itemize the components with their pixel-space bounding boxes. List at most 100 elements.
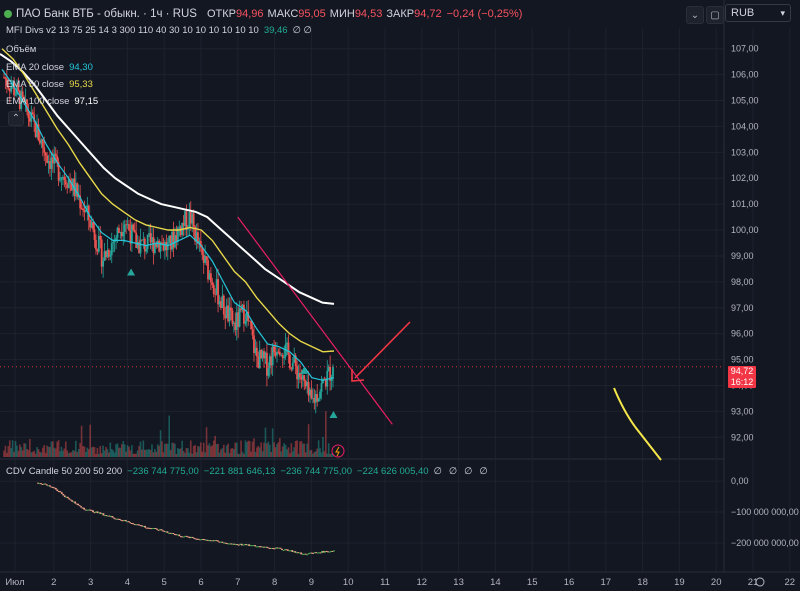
candle-body: [179, 226, 182, 236]
candle-body: [192, 213, 195, 227]
candle-body: [274, 352, 277, 356]
volume-bar: [172, 442, 175, 457]
cdv-candle: [215, 540, 218, 542]
cdv-value-2: −221 881 646,13: [203, 466, 276, 477]
candle-body: [291, 362, 294, 370]
volume-bar: [46, 445, 48, 457]
candle-body: [161, 242, 163, 244]
volume-bar: [54, 448, 57, 457]
volume-bar: [171, 442, 173, 457]
candle-body: [286, 342, 288, 345]
candle-body: [66, 184, 69, 189]
volume-bar: [158, 445, 160, 457]
cdv-candle: [185, 535, 188, 537]
cdv-candle: [126, 521, 129, 523]
cdv-candle: [266, 546, 268, 548]
cdv-candle: [43, 483, 45, 485]
candle-body: [267, 368, 270, 376]
volume-bar: [161, 441, 163, 457]
collapse-legend-icon[interactable]: ⌃: [8, 111, 24, 126]
candle-body: [280, 354, 283, 356]
candle-body: [118, 227, 120, 233]
cdv-candle: [105, 515, 108, 517]
volume-bar: [105, 447, 107, 457]
time-tick-label: 21: [748, 577, 759, 588]
price-tick-label: 106,00: [731, 70, 759, 80]
volume-bar: [36, 447, 38, 457]
cdv-candle: [87, 509, 90, 511]
candle-body: [329, 366, 332, 381]
candle-body: [51, 157, 54, 164]
ema20-label: EMA 20 close: [6, 62, 65, 73]
volume-bar: [27, 450, 30, 457]
candle-body: [165, 242, 168, 251]
candle-body: [310, 389, 313, 399]
cdv-candle: [59, 491, 62, 493]
mfi-legend[interactable]: MFI Divs v2 13 75 25 14 3 300 110 40 30 …: [6, 25, 317, 36]
volume-bar: [20, 447, 23, 457]
candle-body: [99, 235, 102, 240]
candle-body: [37, 124, 40, 141]
candle-body: [46, 155, 49, 164]
candle-body: [110, 243, 113, 256]
volume-bar: [231, 448, 234, 457]
collapse-icon[interactable]: ⌄: [686, 6, 704, 24]
ema100-legend[interactable]: EMA 100 close 97,15: [6, 96, 98, 107]
candle-body: [202, 254, 205, 263]
candle-body: [209, 273, 212, 283]
volume-bar: [330, 453, 333, 457]
time-tick-label: 11: [380, 577, 390, 588]
candle-body: [273, 346, 275, 353]
cdv-candle: [78, 505, 81, 507]
candle-body: [276, 351, 278, 356]
candle-body: [27, 111, 30, 119]
cdv-candle: [263, 546, 265, 548]
candle-body: [201, 247, 204, 255]
candle-body: [263, 351, 265, 359]
mfi-label: MFI Divs v2 13 75 25 14 3 300 110 40 30 …: [6, 25, 259, 36]
symbol-info[interactable]: ПАО Банк ВТБ - обыкн. · 1ч · RUS: [4, 8, 203, 20]
cdv-candle: [325, 550, 328, 552]
cdv-candle: [196, 538, 199, 540]
cdv-tick-label: 0,00: [731, 476, 749, 486]
candle-body: [3, 77, 5, 79]
cdv-candle: [99, 512, 102, 514]
buy-signal-triangle: [329, 410, 338, 418]
cdv-candle: [159, 529, 161, 531]
candle-body: [130, 224, 133, 244]
candle-body: [97, 235, 100, 252]
volume-bar: [26, 448, 28, 457]
chart-header: ПАО Банк ВТБ - обыкн. · 1ч · RUS ОТКР 94…: [0, 0, 720, 28]
candle-body: [309, 389, 311, 396]
candle-body: [115, 237, 117, 241]
cdv-candle: [81, 507, 84, 509]
cdv-candle: [284, 549, 286, 551]
candle-body: [139, 239, 142, 254]
cdv-candle: [224, 542, 227, 544]
currency-select[interactable]: RUB ▾: [725, 4, 791, 22]
candle-body: [7, 85, 10, 89]
price-tick-label: 93,00: [731, 406, 754, 416]
volume-bar: [31, 451, 34, 457]
volume-legend[interactable]: Объём: [6, 44, 41, 55]
volume-bar: [264, 427, 267, 457]
candle-body: [250, 320, 253, 330]
cdv-candle: [258, 546, 261, 548]
volume-bar: [70, 452, 73, 457]
settings-icon: [755, 577, 765, 587]
volume-bar: [34, 453, 37, 457]
cdv-candle: [243, 544, 246, 546]
volume-bar: [8, 440, 11, 457]
candle-body: [316, 394, 319, 402]
cdv-candle: [188, 536, 191, 539]
ema20-legend[interactable]: EMA 20 close 94,30: [6, 62, 93, 73]
candle-body: [264, 352, 267, 359]
candle-body: [128, 224, 130, 231]
maximize-icon[interactable]: ▢: [706, 6, 724, 24]
ema50-legend[interactable]: EMA 50 close 95,33: [6, 79, 93, 90]
volume-bar: [4, 445, 7, 457]
cdv-legend[interactable]: CDV Candle 50 200 50 200 −236 744 775,00…: [6, 466, 493, 477]
candle-body: [245, 311, 248, 322]
cdv-candle: [37, 482, 39, 484]
